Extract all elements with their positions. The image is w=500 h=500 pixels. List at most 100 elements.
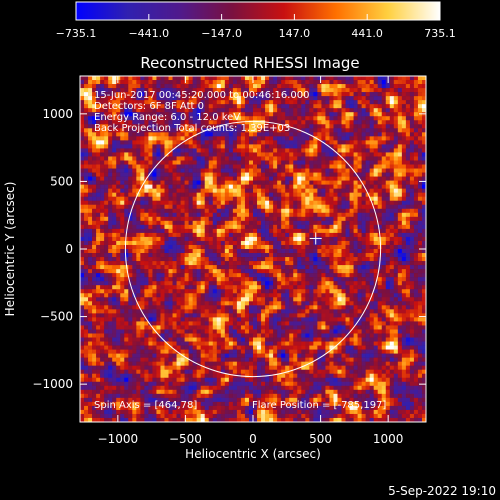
heatmap-cell: [337, 285, 342, 290]
heatmap-cell: [156, 96, 161, 101]
heatmap-cell: [140, 148, 145, 153]
heatmap-cell: [116, 144, 121, 149]
heatmap-cell: [353, 204, 358, 210]
heatmap-cell: [321, 168, 326, 173]
heatmap-cell: [381, 305, 387, 310]
heatmap-cell: [84, 305, 89, 310]
heatmap-cell: [104, 144, 109, 149]
heatmap-cell: [325, 244, 330, 250]
heatmap-cell: [293, 253, 298, 258]
heatmap-cell: [257, 220, 262, 226]
heatmap-cell: [421, 289, 426, 294]
heatmap-cell: [269, 216, 274, 222]
heatmap-cell: [100, 196, 105, 202]
colorbar-tick-label: 147.0: [279, 27, 311, 40]
heatmap-cell: [212, 285, 218, 290]
heatmap-cell: [345, 156, 350, 161]
heatmap-cell: [409, 224, 415, 230]
heatmap-cell: [329, 281, 334, 286]
heatmap-cell: [80, 249, 85, 254]
heatmap-cell: [176, 168, 181, 173]
heatmap-cell: [92, 277, 97, 282]
heatmap-cell: [397, 289, 403, 294]
heatmap-cell: [164, 88, 169, 93]
heatmap-cell: [176, 224, 181, 230]
heatmap-cell: [325, 188, 330, 193]
heatmap-cell: [172, 232, 177, 238]
heatmap-cell: [208, 136, 214, 141]
heatmap-cell: [321, 104, 326, 109]
heatmap-cell: [377, 249, 383, 254]
heatmap-cell: [341, 112, 346, 117]
heatmap-cell: [248, 273, 254, 278]
heatmap-cell: [120, 92, 125, 97]
heatmap-cell: [293, 240, 298, 246]
heatmap-cell: [248, 164, 254, 169]
heatmap-cell: [244, 100, 250, 105]
heatmap-cell: [413, 152, 419, 157]
heatmap-cell: [321, 285, 326, 290]
heatmap-cell: [208, 104, 214, 109]
heatmap-cell: [200, 96, 206, 101]
heatmap-cell: [176, 80, 181, 85]
heatmap-cell: [232, 168, 238, 173]
heatmap-cell: [160, 184, 165, 189]
heatmap-cell: [168, 132, 173, 137]
heatmap-cell: [345, 289, 350, 294]
heatmap-cell: [136, 132, 141, 137]
heatmap-cell: [293, 212, 298, 218]
heatmap-cell: [329, 112, 334, 117]
heatmap-cell: [317, 204, 322, 210]
heatmap-cell: [164, 84, 169, 89]
heatmap-cell: [337, 76, 342, 81]
heatmap-cell: [397, 144, 403, 149]
heatmap-cell: [160, 244, 165, 250]
heatmap-cell: [373, 168, 379, 173]
heatmap-cell: [100, 269, 105, 274]
heatmap-cell: [413, 192, 419, 197]
heatmap-cell: [313, 301, 318, 306]
heatmap-cell: [232, 124, 238, 129]
heatmap-cell: [80, 148, 85, 153]
heatmap-cell: [273, 104, 278, 109]
heatmap-cell: [140, 92, 145, 97]
heatmap-cell: [216, 232, 222, 238]
heatmap-cell: [341, 128, 346, 133]
heatmap-cell: [253, 132, 258, 137]
heatmap-cell: [257, 164, 262, 169]
heatmap-cell: [228, 236, 234, 242]
heatmap-cell: [216, 273, 222, 278]
heatmap-cell: [421, 168, 426, 173]
heatmap-cell: [289, 244, 294, 250]
heatmap-cell: [128, 228, 133, 234]
heatmap-cell: [353, 108, 358, 113]
heatmap-cell: [108, 104, 113, 109]
heatmap-cell: [353, 216, 358, 222]
heatmap-cell: [309, 108, 314, 113]
heatmap-cell: [240, 249, 246, 254]
heatmap-cell: [224, 144, 230, 149]
heatmap-cell: [212, 240, 218, 246]
heatmap-cell: [309, 204, 314, 210]
heatmap-cell: [92, 196, 97, 202]
heatmap-cell: [176, 132, 181, 137]
heatmap-cell: [228, 289, 234, 294]
heatmap-cell: [421, 212, 426, 218]
heatmap-cell: [257, 184, 262, 189]
heatmap-cell: [421, 188, 426, 193]
heatmap-cell: [273, 164, 278, 169]
heatmap-cell: [124, 120, 129, 125]
heatmap-cell: [232, 305, 238, 310]
heatmap-cell: [397, 216, 403, 222]
heatmap-cell: [96, 84, 101, 89]
heatmap-cell: [365, 257, 370, 262]
heatmap-cell: [405, 84, 411, 89]
heatmap-cell: [317, 285, 322, 290]
heatmap-cell: [277, 112, 282, 117]
heatmap-cell: [224, 128, 230, 133]
heatmap-cell: [333, 208, 338, 214]
heatmap-cell: [301, 76, 306, 81]
heatmap-cell: [413, 220, 419, 226]
heatmap-cell: [240, 100, 246, 105]
heatmap-cell: [132, 285, 137, 290]
